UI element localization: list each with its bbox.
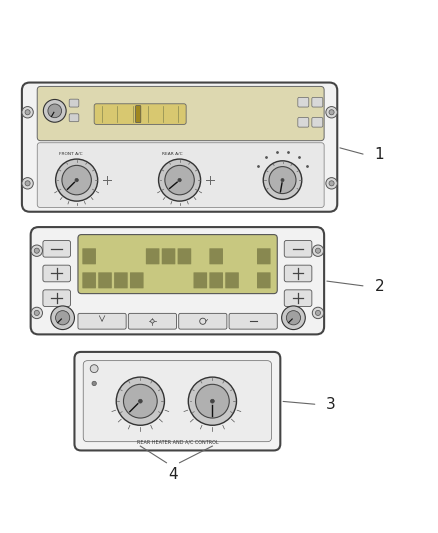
Text: 2: 2 [374,279,384,294]
FancyBboxPatch shape [225,272,239,288]
Text: 3: 3 [326,397,336,412]
FancyBboxPatch shape [312,98,323,107]
Circle shape [56,159,98,201]
Circle shape [312,245,324,256]
Circle shape [116,377,164,425]
FancyBboxPatch shape [114,272,128,288]
Circle shape [43,100,66,122]
FancyBboxPatch shape [128,313,177,329]
FancyBboxPatch shape [209,248,223,264]
FancyBboxPatch shape [69,114,79,122]
FancyBboxPatch shape [284,290,312,306]
Circle shape [326,107,337,118]
FancyBboxPatch shape [229,313,277,329]
Circle shape [315,248,321,253]
FancyBboxPatch shape [78,235,277,294]
FancyBboxPatch shape [179,313,227,329]
Circle shape [34,248,39,253]
FancyBboxPatch shape [194,272,207,288]
Circle shape [151,319,154,323]
Circle shape [48,104,62,118]
FancyBboxPatch shape [37,86,324,141]
FancyBboxPatch shape [98,272,112,288]
Text: 4: 4 [168,467,178,482]
FancyBboxPatch shape [43,290,71,306]
FancyBboxPatch shape [74,352,280,450]
FancyBboxPatch shape [37,143,324,207]
Circle shape [329,181,334,186]
Circle shape [315,310,321,316]
Text: REAR HEATER AND A/C CONTROL: REAR HEATER AND A/C CONTROL [137,439,218,445]
FancyBboxPatch shape [284,240,312,257]
FancyBboxPatch shape [130,272,144,288]
Circle shape [195,384,229,418]
FancyBboxPatch shape [69,99,79,107]
Circle shape [90,365,98,373]
FancyBboxPatch shape [178,248,191,264]
Circle shape [210,399,214,403]
Circle shape [165,165,194,195]
FancyBboxPatch shape [136,106,141,123]
FancyBboxPatch shape [298,117,309,127]
FancyBboxPatch shape [257,272,271,288]
Circle shape [159,159,201,201]
Circle shape [124,384,157,418]
FancyBboxPatch shape [209,272,223,288]
Circle shape [329,110,334,115]
FancyBboxPatch shape [82,272,96,288]
Circle shape [22,177,33,189]
Circle shape [62,165,92,195]
FancyBboxPatch shape [94,104,186,124]
Circle shape [282,306,305,329]
FancyBboxPatch shape [284,265,312,282]
FancyBboxPatch shape [298,98,309,107]
FancyBboxPatch shape [82,248,96,264]
Circle shape [25,110,30,115]
Circle shape [269,167,296,193]
Circle shape [188,377,237,425]
Circle shape [312,307,324,319]
FancyBboxPatch shape [78,313,126,329]
Circle shape [22,107,33,118]
Circle shape [25,181,30,186]
Circle shape [31,245,42,256]
FancyBboxPatch shape [22,83,337,212]
Circle shape [34,310,39,316]
FancyBboxPatch shape [146,248,159,264]
Text: 1: 1 [374,147,384,163]
FancyBboxPatch shape [162,248,175,264]
Circle shape [92,381,96,386]
Circle shape [263,161,302,199]
FancyBboxPatch shape [31,227,324,334]
Text: FRONT A/C: FRONT A/C [59,152,83,156]
Circle shape [286,311,300,325]
Circle shape [51,306,74,329]
Circle shape [56,311,70,325]
Text: REAR A/C: REAR A/C [162,152,183,156]
Circle shape [31,307,42,319]
FancyBboxPatch shape [83,361,272,442]
Circle shape [75,179,78,182]
Circle shape [326,177,337,189]
FancyBboxPatch shape [43,265,71,282]
FancyBboxPatch shape [257,248,271,264]
Circle shape [138,399,142,403]
Circle shape [281,179,284,182]
Circle shape [178,179,181,182]
FancyBboxPatch shape [43,240,71,257]
FancyBboxPatch shape [312,117,323,127]
